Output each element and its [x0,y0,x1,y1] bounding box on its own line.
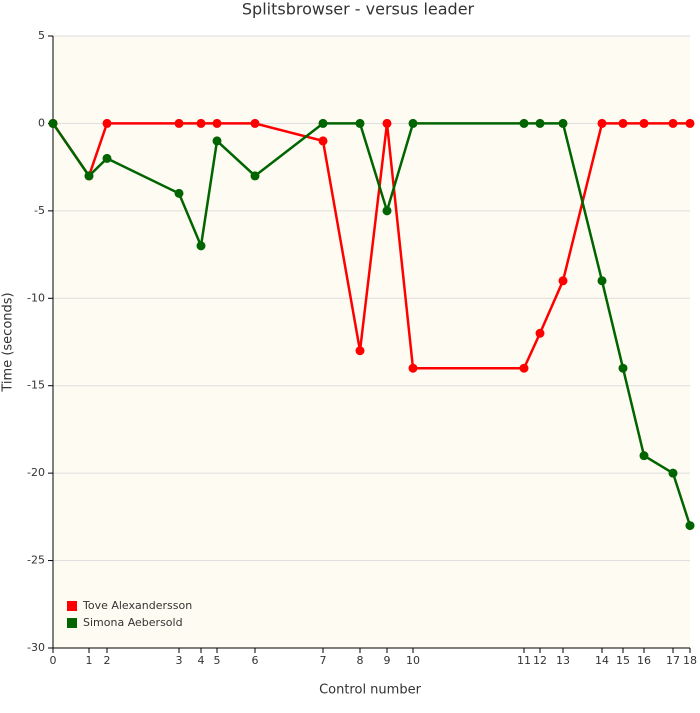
point [618,118,628,128]
point [355,118,365,128]
x-tick-label: 1 [86,654,93,667]
legend-label: Tove Alexandersson [82,599,192,612]
point [196,241,206,251]
point [48,118,58,128]
x-tick-label: 0 [50,654,57,667]
x-tick-label: 18 [683,654,697,667]
point [597,276,607,286]
point [212,118,222,128]
point [382,118,392,128]
y-tick-label: -30 [27,641,45,654]
point [174,118,184,128]
point [318,118,328,128]
x-tick-label: 2 [104,654,111,667]
point [558,118,568,128]
point [597,118,607,128]
point [212,136,222,146]
x-tick-label: 14 [595,654,609,667]
x-axis-label: Control number [319,683,422,698]
y-tick-label: -10 [27,291,45,304]
point [250,118,260,128]
x-tick-label: 10 [406,654,420,667]
point [102,118,112,128]
legend-swatch [67,601,77,611]
legend-label: Simona Aebersold [83,616,183,629]
point [535,118,545,128]
point [685,118,695,128]
point [685,521,695,531]
x-tick-label: 16 [637,654,651,667]
x-tick-label: 7 [320,654,327,667]
y-tick-label: -25 [27,554,45,567]
point [250,171,260,181]
point [102,153,112,163]
x-tick-label: 13 [556,654,570,667]
x-tick-label: 17 [666,654,680,667]
point [618,363,628,373]
point [558,276,568,286]
y-axis-label: Time (seconds) [1,292,16,392]
point [196,118,206,128]
plot-area [53,36,690,648]
point [639,451,649,461]
point [408,363,418,373]
x-tick-label: 15 [616,654,630,667]
x-tick-label: 8 [357,654,364,667]
point [519,118,529,128]
x-tick-label: 11 [517,654,531,667]
y-tick-label: -5 [34,204,45,217]
x-tick-label: 12 [533,654,547,667]
point [355,346,365,356]
legend-swatch [67,618,77,628]
y-tick-label: -15 [27,379,45,392]
x-tick-label: 4 [198,654,205,667]
x-tick-label: 9 [384,654,391,667]
x-tick-label: 5 [214,654,221,667]
x-tick-label: 3 [176,654,183,667]
y-tick-label: 0 [38,116,45,129]
point [535,328,545,338]
point [318,136,328,146]
chart-title: Splitsbrowser - versus leader [242,0,475,19]
point [382,206,392,216]
point [174,188,184,198]
point [84,171,94,181]
point [639,118,649,128]
point [668,118,678,128]
x-tick-label: 6 [252,654,259,667]
y-tick-label: -20 [27,466,45,479]
point [519,363,529,373]
point [668,468,678,478]
point [408,118,418,128]
y-tick-label: 5 [38,29,45,42]
